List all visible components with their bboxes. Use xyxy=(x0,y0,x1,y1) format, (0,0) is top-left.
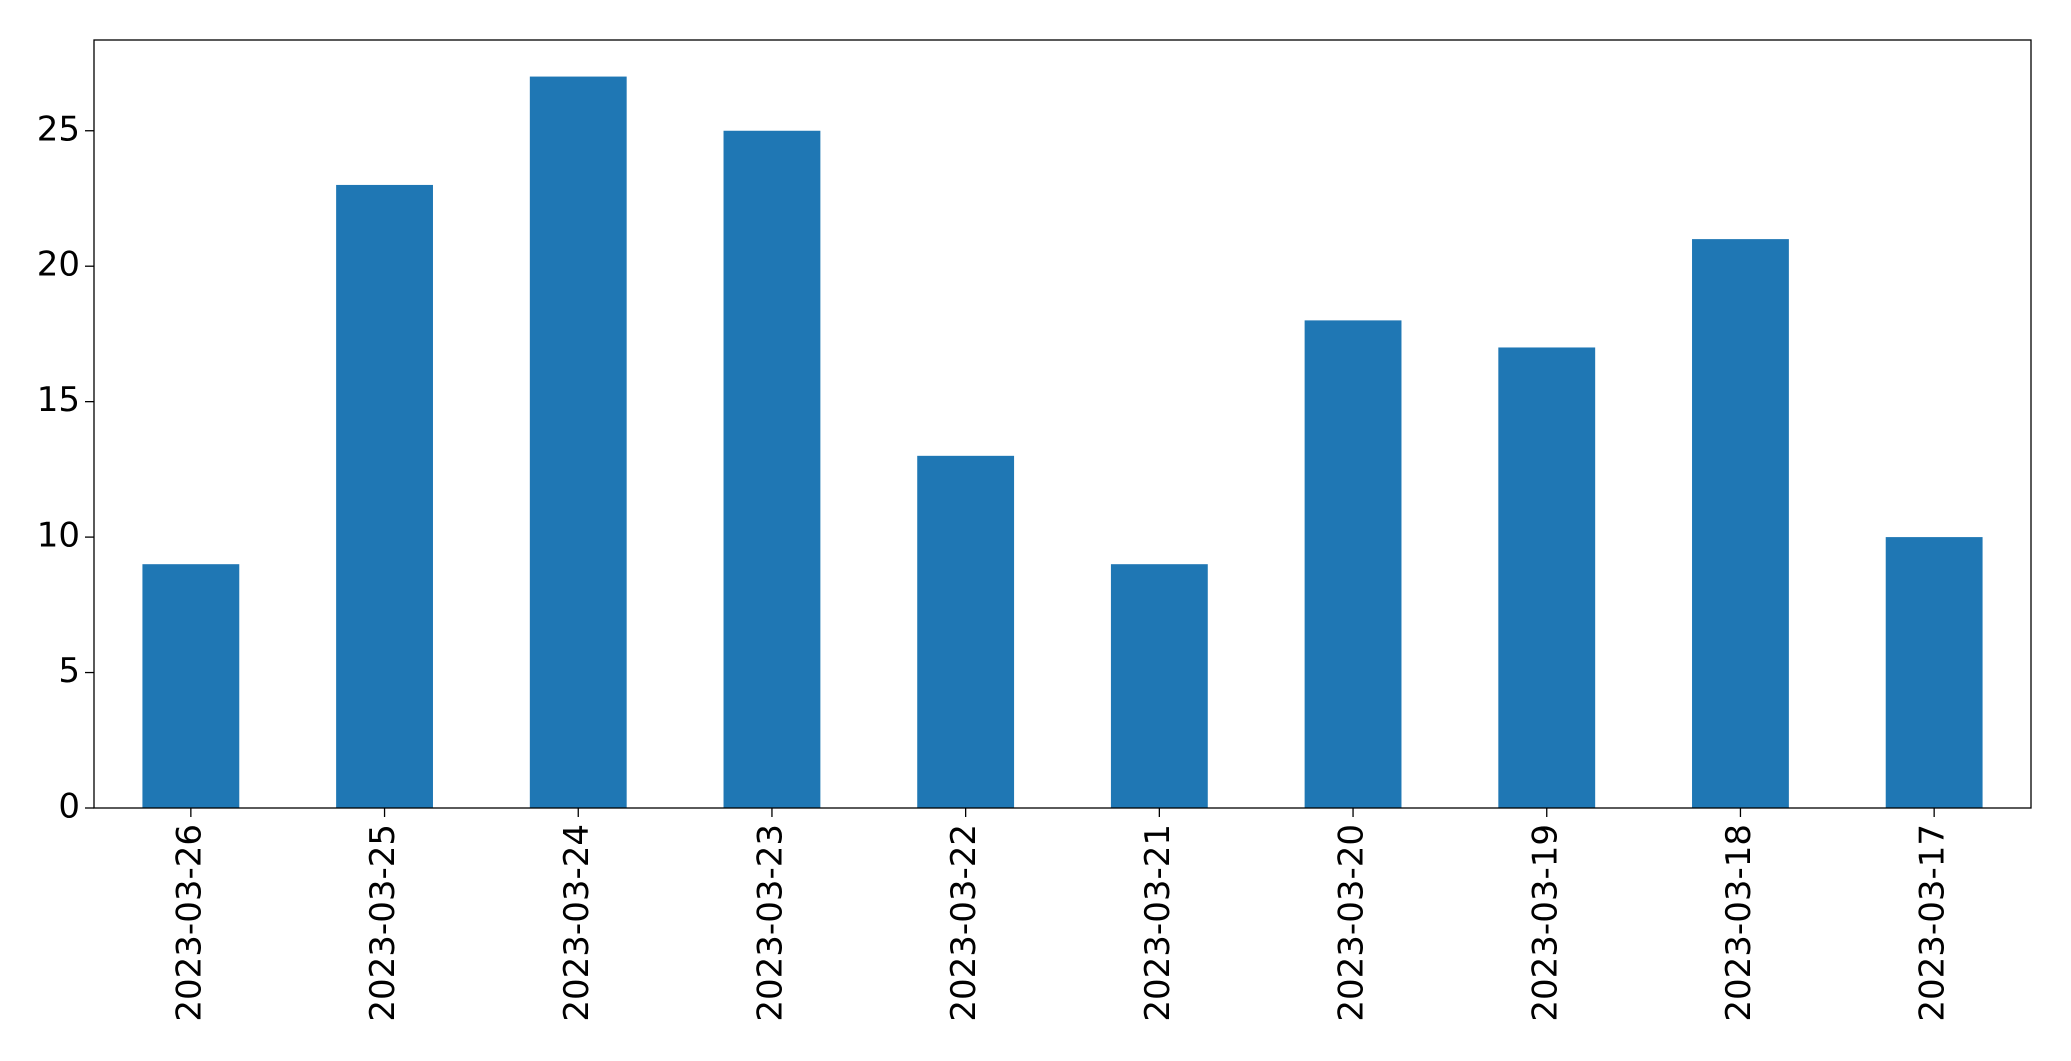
x-tick-label: 2023-03-25 xyxy=(363,824,403,1022)
x-tick-label: 2023-03-21 xyxy=(1138,824,1178,1022)
y-tick-label: 20 xyxy=(37,245,80,285)
x-tick-label: 2023-03-24 xyxy=(557,824,597,1022)
y-tick-label: 0 xyxy=(58,787,80,827)
x-tick-label: 2023-03-17 xyxy=(1913,824,1953,1022)
plot-frame xyxy=(93,39,2032,809)
bar xyxy=(529,76,627,809)
y-tick-label: 15 xyxy=(37,380,80,420)
x-tick-label: 2023-03-19 xyxy=(1525,824,1565,1022)
bar xyxy=(917,455,1015,808)
bar xyxy=(1692,239,1789,809)
bar xyxy=(1110,564,1208,808)
bar xyxy=(1885,537,1983,808)
bar xyxy=(723,130,821,808)
bar xyxy=(336,184,433,808)
x-tick-label: 2023-03-26 xyxy=(169,824,209,1022)
x-tick-label: 2023-03-18 xyxy=(1719,824,1759,1022)
y-tick-label: 10 xyxy=(37,516,80,556)
x-tick-label: 2023-03-20 xyxy=(1332,824,1372,1022)
x-tick-label: 2023-03-23 xyxy=(750,824,790,1022)
bar xyxy=(1498,347,1596,808)
y-tick-label: 5 xyxy=(58,651,80,691)
bar xyxy=(142,564,240,808)
x-tick-label: 2023-03-22 xyxy=(944,824,984,1022)
y-tick-label: 25 xyxy=(37,109,80,149)
bar xyxy=(1304,320,1402,808)
